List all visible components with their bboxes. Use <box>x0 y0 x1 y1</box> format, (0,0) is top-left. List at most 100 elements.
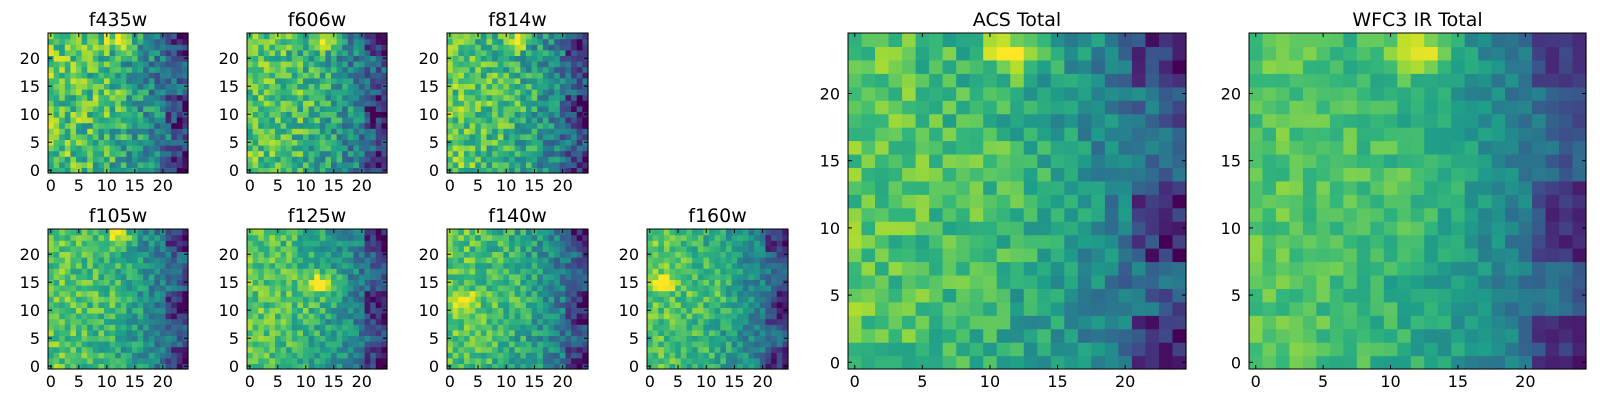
heatmap-cell <box>154 133 161 140</box>
heatmap-cell <box>771 363 778 370</box>
heatmap-cell <box>725 301 733 308</box>
heatmap-cell <box>486 156 493 163</box>
heatmap-cell <box>132 145 139 152</box>
heatmap-cell <box>347 105 354 112</box>
heatmap-cell <box>542 55 550 62</box>
heatmap-cell <box>303 61 310 68</box>
heatmap-cell <box>559 234 567 241</box>
heatmap-cell <box>252 285 259 292</box>
heatmap-cell <box>675 301 682 308</box>
heatmap-cell <box>87 318 94 325</box>
heatmap-cell <box>669 346 676 353</box>
heatmap-cell <box>126 89 133 96</box>
heatmap-cell <box>531 128 538 135</box>
heatmap-cell <box>109 117 116 124</box>
heatmap-cell <box>331 111 338 118</box>
heatmap-cell <box>359 94 366 101</box>
heatmap-cell <box>286 33 293 40</box>
heatmap-cell <box>92 262 99 269</box>
heatmap-cell <box>347 229 354 236</box>
heatmap-cell <box>342 100 349 107</box>
heatmap-cell <box>703 324 710 331</box>
heatmap-cell <box>171 66 178 73</box>
heatmap-cell <box>463 72 471 79</box>
heatmap-cell <box>331 55 338 62</box>
heatmap-cell <box>53 167 60 174</box>
heatmap-cell <box>475 55 482 62</box>
heatmap-cell <box>275 66 282 73</box>
heatmap-cell <box>143 279 150 286</box>
heatmap-cell <box>658 262 665 269</box>
heatmap-cell <box>297 229 304 236</box>
heatmap-cell <box>53 161 60 168</box>
heatmap-cell <box>171 145 178 152</box>
heatmap-cell <box>132 89 139 96</box>
heatmap-cell <box>686 257 693 264</box>
heatmap-cell <box>252 156 259 163</box>
heatmap-cell <box>143 128 150 135</box>
heatmap-cell <box>154 352 161 359</box>
heatmap-cell <box>132 301 139 308</box>
heatmap-cell <box>452 296 459 303</box>
heatmap-cell <box>303 77 310 84</box>
heatmap-cell <box>353 156 360 163</box>
heatmap-cell <box>370 55 377 62</box>
heatmap-cell <box>503 273 510 280</box>
heatmap-cell <box>109 83 116 90</box>
heatmap-cell <box>359 307 366 314</box>
heatmap-cell <box>92 83 99 90</box>
heatmap-cell <box>291 363 298 370</box>
heatmap-cell <box>182 313 189 320</box>
heatmap-cell <box>452 257 459 264</box>
heatmap-cell <box>252 313 259 320</box>
heatmap-cell <box>888 207 903 222</box>
heatmap-cell <box>509 105 516 112</box>
heatmap-cell <box>92 279 99 286</box>
heatmap-cell <box>81 318 88 325</box>
heatmap-cell <box>258 49 265 56</box>
heatmap-cell <box>525 296 533 303</box>
heatmap-cell <box>381 122 388 129</box>
heatmap-cell <box>725 363 733 370</box>
heatmap-cell <box>754 301 761 308</box>
heatmap-cell <box>364 111 371 118</box>
heatmap-cell <box>1118 315 1133 330</box>
heatmap-cell <box>148 61 155 68</box>
heatmap-cell <box>176 262 183 269</box>
heatmap-cell <box>303 100 310 107</box>
heatmap-cell <box>171 100 178 107</box>
heatmap-cell <box>492 38 499 45</box>
heatmap-cell <box>81 257 88 264</box>
heatmap-cell <box>742 335 750 342</box>
heatmap-cell <box>286 72 293 79</box>
heatmap-cell <box>663 346 671 353</box>
heatmap-cell <box>98 329 105 336</box>
heatmap-cell <box>680 268 688 275</box>
heatmap-cell <box>520 296 527 303</box>
heatmap-cell <box>525 122 533 129</box>
heatmap-cell <box>336 66 343 73</box>
heatmap-cell <box>771 251 778 258</box>
heatmap-cell <box>1131 288 1147 303</box>
heatmap-cell <box>53 111 60 118</box>
heatmap-cell <box>291 38 298 45</box>
heatmap-cell <box>64 257 71 264</box>
heatmap-cell <box>525 33 533 40</box>
heatmap-cell <box>252 273 259 280</box>
heatmap-cell <box>582 324 589 331</box>
heatmap-cell <box>137 279 144 286</box>
heatmap-cell <box>542 72 550 79</box>
heatmap-cell <box>143 156 150 163</box>
heatmap-cell <box>1064 288 1079 303</box>
heatmap-cell <box>137 61 144 68</box>
heatmap-cell <box>915 221 930 236</box>
heatmap-cell <box>452 240 459 247</box>
heatmap-cell <box>458 61 465 68</box>
heatmap-cell <box>176 290 183 297</box>
heatmap-cell <box>486 128 493 135</box>
heatmap-cell <box>171 61 178 68</box>
heatmap-cell <box>143 273 150 280</box>
heatmap-cell <box>359 290 366 297</box>
heatmap-cell <box>280 313 287 320</box>
heatmap-cell <box>176 363 183 370</box>
